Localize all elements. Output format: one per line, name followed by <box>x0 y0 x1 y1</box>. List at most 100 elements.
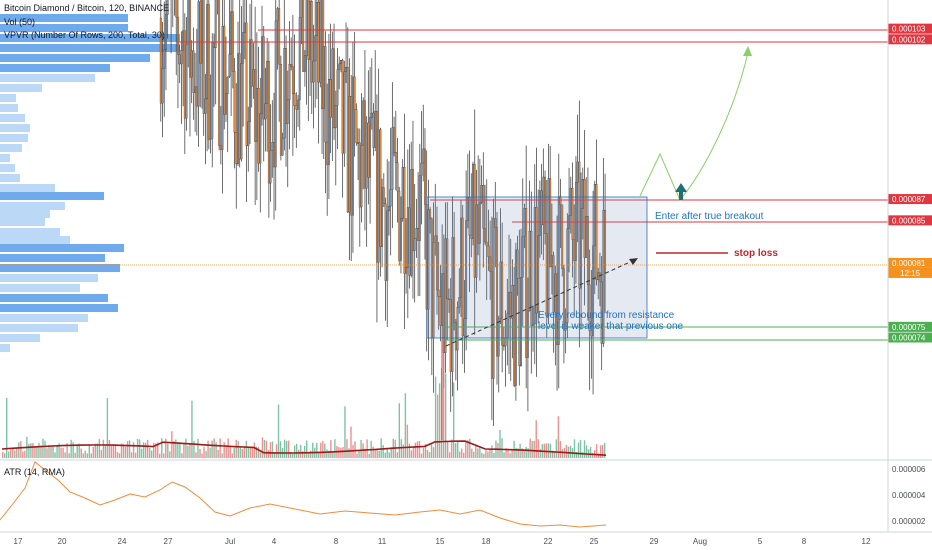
volume-bar <box>501 438 502 458</box>
volume-bar <box>473 452 474 458</box>
volume-bar <box>215 442 216 458</box>
time-tick-label: 4 <box>272 537 277 546</box>
vpvr-row <box>0 244 124 252</box>
volume-bar <box>24 451 25 458</box>
candle-body <box>242 32 244 63</box>
volume-bar <box>465 442 466 458</box>
volume-bar <box>201 453 202 458</box>
volume-bar <box>421 454 422 458</box>
candle-body <box>191 51 193 78</box>
volume-bar <box>280 441 281 458</box>
volume-bar <box>83 453 84 458</box>
candle-body <box>220 145 222 149</box>
volume-bar <box>137 439 138 458</box>
volume-bar <box>161 438 162 458</box>
volume-bar <box>334 439 335 458</box>
volume-bar <box>56 445 57 458</box>
volume-bar <box>85 451 86 458</box>
time-tick-label: 12 <box>862 537 871 546</box>
volume-bar <box>4 453 5 458</box>
candle-body <box>306 0 308 56</box>
volume-bar <box>383 445 384 458</box>
volume-bar <box>32 443 33 458</box>
volume-bar <box>310 451 311 458</box>
time-tick-label: 8 <box>334 537 339 546</box>
volume-bar <box>103 440 104 458</box>
price-axis: 0.0001040.0001000.0000980.0000960.000094… <box>888 0 932 532</box>
candle-body <box>181 50 183 64</box>
volume-bar <box>133 442 134 458</box>
volume-bar <box>258 447 259 458</box>
volume-bar <box>350 427 351 458</box>
entry-arrow <box>675 183 687 200</box>
volume-bar <box>238 441 239 458</box>
candle-body <box>290 64 292 66</box>
volume-bar <box>95 444 96 458</box>
candle-body <box>254 70 256 142</box>
candle-body <box>364 101 366 189</box>
volume-bar <box>139 439 140 458</box>
volume-bar <box>252 447 253 458</box>
candle-body <box>357 143 359 144</box>
candle-body <box>362 101 364 145</box>
volume-bar <box>34 447 35 458</box>
volume-bar <box>203 447 204 458</box>
volume-bar <box>292 454 293 458</box>
time-tick-label: 11 <box>378 537 387 546</box>
vpvr-row <box>0 134 28 142</box>
volume-bar <box>181 453 182 458</box>
volume-bar <box>431 444 432 458</box>
vpvr-row <box>0 314 88 322</box>
candle-body <box>407 208 409 268</box>
volume-bar <box>562 449 563 458</box>
volume-bar <box>471 449 472 458</box>
volume-bar <box>177 443 178 458</box>
price-badge-label: 0.000085 <box>892 216 926 225</box>
candle-body <box>345 67 347 72</box>
candle-body <box>412 169 414 250</box>
vpvr-row <box>0 274 98 282</box>
volume-bar <box>326 449 327 458</box>
candle-body <box>275 21 277 167</box>
candle-body <box>273 142 275 167</box>
time-tick-label: 15 <box>436 537 445 546</box>
candle-body <box>333 49 335 128</box>
volume-bar <box>582 452 583 458</box>
volume-bar <box>457 441 458 458</box>
price-badge-label: 0.000074 <box>892 334 926 343</box>
candle-body <box>205 99 207 114</box>
volume-bar <box>387 450 388 458</box>
volume-bar <box>602 445 603 458</box>
candle-body <box>270 150 272 183</box>
volume-bar <box>109 440 110 458</box>
volume-bar <box>491 445 492 458</box>
volume-bar <box>296 444 297 458</box>
volume-bar <box>413 448 414 458</box>
volume-bar <box>330 440 331 458</box>
volume-label: Vol (50) <box>4 17 35 27</box>
volume-bar <box>93 447 94 458</box>
volume-bar <box>417 441 418 458</box>
volume-bar <box>129 440 130 458</box>
candle-body <box>381 188 383 247</box>
time-tick-label: 5 <box>758 537 763 546</box>
vpvr-row <box>0 202 65 210</box>
candle-body <box>237 54 239 164</box>
volume-bar <box>298 450 299 458</box>
candle-body <box>241 63 243 159</box>
volume-bar <box>225 445 226 458</box>
volume-bar <box>230 446 231 458</box>
volume-bar <box>455 443 456 458</box>
volume-bar <box>22 451 23 458</box>
candle-body <box>314 36 316 61</box>
candle-body <box>366 123 368 188</box>
projection-path <box>640 52 748 200</box>
volume-bar <box>141 449 142 458</box>
volume-bar <box>12 448 13 458</box>
candle-body <box>249 40 251 122</box>
volume-bar <box>477 448 478 458</box>
volume-bar <box>149 448 150 458</box>
volume-bar <box>453 382 454 458</box>
volume-bar <box>306 440 307 458</box>
